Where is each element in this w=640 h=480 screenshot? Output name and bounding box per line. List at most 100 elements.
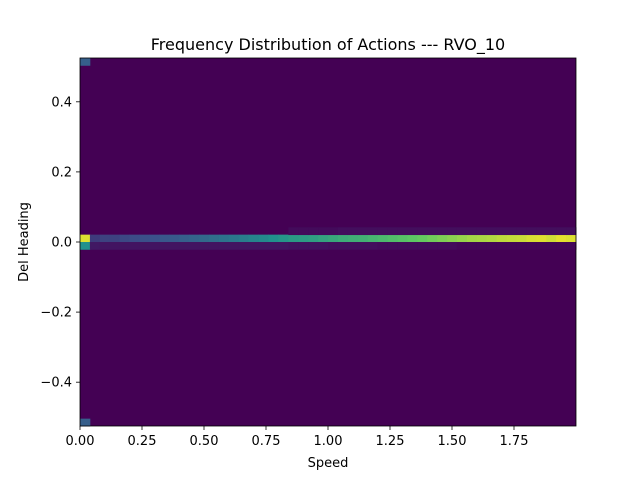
y-tick-label: 0.0	[51, 236, 72, 251]
heatmap-cell	[80, 234, 91, 243]
heatmap-cell	[536, 234, 547, 243]
heatmap-cell	[208, 242, 220, 250]
heatmap-cell	[318, 227, 329, 236]
heatmap-cell	[486, 227, 498, 236]
heatmap-cell	[536, 242, 547, 250]
x-tick-label: 1.00	[314, 434, 343, 449]
heatmap-cell	[238, 234, 250, 243]
x-axis-label: Speed	[308, 456, 349, 471]
heatmap-cell	[427, 227, 438, 236]
heatmap-cell	[347, 234, 359, 243]
x-tick-label: 1.25	[376, 434, 405, 449]
y-tick-label: 0.4	[51, 95, 72, 110]
y-tick-label: −0.2	[40, 306, 72, 321]
heatmap-cell	[80, 58, 91, 66]
heatmap-cell	[357, 242, 369, 250]
heatmap-cell	[278, 242, 289, 250]
chart-title: Frequency Distribution of Actions --- RV…	[151, 35, 505, 55]
heatmap-cell	[189, 242, 200, 250]
heatmap-cell	[248, 242, 259, 250]
heatmap-cell	[486, 234, 498, 243]
heatmap-cell	[139, 242, 150, 250]
heatmap-cell	[476, 227, 488, 236]
heatmap-cell	[456, 227, 468, 236]
heatmap-cell	[80, 242, 91, 250]
heatmap-cell	[526, 227, 537, 236]
heatmap-cell	[407, 227, 418, 236]
heatmap-cell	[318, 242, 329, 250]
heatmap-cell	[248, 234, 259, 243]
heatmap-cell	[556, 242, 567, 250]
heatmap-cell	[199, 242, 210, 250]
heatmap-cell	[496, 234, 507, 243]
heatmap-cell	[437, 242, 448, 250]
heatmap-cell	[387, 234, 398, 243]
heatmap-cell	[387, 227, 398, 236]
heatmap-cell	[208, 234, 220, 243]
x-tick-label: 1.75	[500, 434, 529, 449]
heatmap-cell	[80, 418, 91, 427]
heatmap-cell	[437, 234, 448, 243]
heatmap-cell	[159, 242, 170, 250]
heatmap-cell	[258, 242, 269, 250]
heatmap-cell	[99, 234, 111, 243]
heatmap-cell	[288, 227, 299, 236]
heatmap-cell	[318, 234, 329, 243]
heatmap-cell	[407, 234, 418, 243]
heatmap-cell	[308, 242, 319, 250]
heatmap-cell	[506, 227, 517, 236]
heatmap-cell	[337, 234, 349, 243]
heatmap-cell	[367, 234, 378, 243]
plot-area	[79, 57, 577, 427]
heatmap-cell	[466, 234, 478, 243]
heatmap-cell	[228, 242, 240, 250]
heatmap-cell	[566, 242, 577, 250]
heatmap-cell	[268, 242, 279, 250]
heatmap-cell	[328, 242, 339, 250]
heatmap-cell	[258, 234, 269, 243]
heatmap-cell	[437, 227, 448, 236]
heatmap-cell	[298, 234, 309, 243]
heatmap-cell	[516, 234, 527, 243]
heatmap-cell	[238, 242, 250, 250]
heatmap-cell	[288, 234, 299, 243]
heatmap-cell	[447, 242, 458, 250]
heatmap-cell	[526, 242, 537, 250]
heatmap-cell	[466, 242, 478, 250]
heatmap-cell	[278, 234, 289, 243]
heatmap-cell	[367, 242, 378, 250]
heatmap-cell	[407, 242, 418, 250]
heatmap-cell	[179, 234, 190, 243]
heatmap-cell	[546, 242, 557, 250]
heatmap-cell	[129, 242, 140, 250]
heatmap-cell	[149, 234, 160, 243]
heatmap-cell	[496, 227, 507, 236]
heatmap-cell	[417, 234, 428, 243]
heatmap-cell	[308, 234, 319, 243]
heatmap-cell	[447, 234, 458, 243]
heatmap-cell	[288, 242, 299, 250]
heatmap-cell	[387, 242, 398, 250]
y-tick-label: 0.2	[51, 165, 72, 180]
heatmap-cell	[566, 234, 577, 243]
x-tick-label: 0.00	[66, 434, 95, 449]
heatmap-cell	[337, 242, 349, 250]
heatmap-cell	[337, 227, 349, 236]
x-tick-label: 0.50	[190, 434, 219, 449]
heatmap-cell	[476, 242, 488, 250]
heatmap-cell	[347, 227, 359, 236]
heatmap-cell	[99, 242, 111, 250]
heatmap-cell	[486, 242, 498, 250]
heatmap-cell	[159, 234, 170, 243]
heatmap-cell	[556, 234, 567, 243]
heatmap-cell	[347, 242, 359, 250]
x-tick-label: 1.50	[438, 434, 467, 449]
heatmap-cell	[417, 227, 428, 236]
x-tick-label: 0.25	[128, 434, 157, 449]
heatmap-cell	[109, 242, 121, 250]
heatmap-cell	[546, 227, 557, 236]
heatmap-cell	[109, 234, 121, 243]
heatmap-cell	[397, 227, 408, 236]
heatmap-cell	[496, 242, 507, 250]
heatmap-cell	[169, 234, 180, 243]
